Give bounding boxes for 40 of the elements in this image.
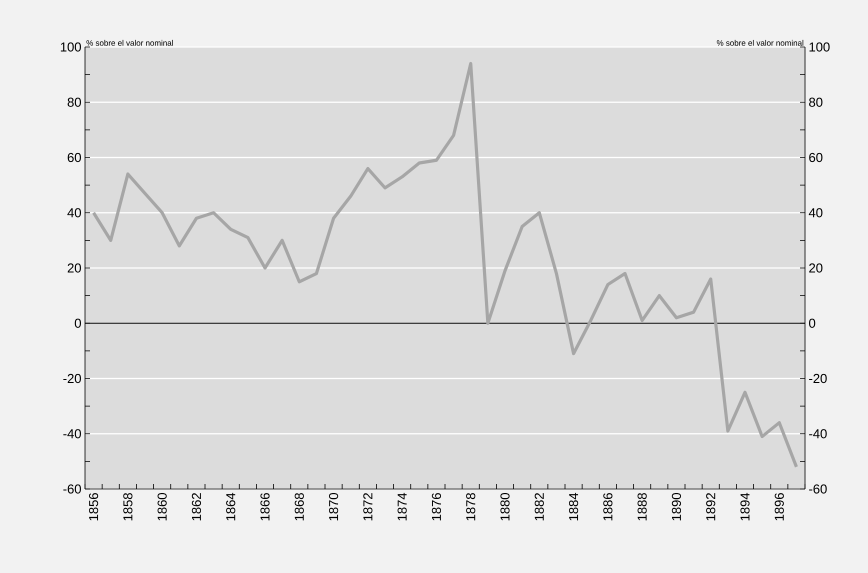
x-tick-label: 1878 [466,493,476,520]
x-tick-label: 1892 [706,493,716,520]
y-tick-label: 0 [74,318,81,328]
line-series [92,62,798,468]
y2-tick-label: 100 [810,42,830,52]
x-tick-label: 1866 [260,493,270,520]
x-tick-label: 1882 [534,493,544,520]
y2-tick-label: 60 [809,152,822,162]
x-tick-label: 1856 [88,493,98,520]
x-tick-label: 1896 [774,493,784,520]
y-tick-label: 80 [68,98,81,107]
x-tick-label: 1894 [740,492,750,520]
y-tick-label: -20 [63,374,81,384]
y2-tick-label: 40 [808,208,822,218]
x-tick-label: 1858 [123,493,132,520]
x-tick-label: 1874 [398,492,407,520]
y-tick-label: 60 [68,152,81,162]
y2-tick-label: 80 [809,98,822,107]
y-tick-label: -60 [63,484,81,494]
y-tick-label: 100 [60,42,81,52]
y-tick-label: 40 [67,208,81,218]
y-tick-label: -40 [63,429,81,438]
x-tick-label: 1872 [363,493,372,520]
x-tick-label: 1880 [500,493,510,520]
y2-tick-label: -20 [809,374,827,384]
x-tick-label: 1884 [568,492,578,520]
x-tick-label: 1862 [192,493,202,520]
x-tick-label: 1864 [226,492,236,520]
y-tick-label: 20 [68,263,81,273]
x-tick-label: 1888 [638,493,647,520]
y2-tick-label: 20 [809,263,822,273]
y2-tick-label: -40 [809,429,827,438]
x-tick-label: 1886 [603,493,612,520]
x-tick-label: 1890 [672,493,682,520]
y2-tick-label: -60 [809,484,827,494]
y2-tick-label: 0 [809,318,816,328]
x-tick-label: 1876 [432,493,442,520]
x-tick-label: 1868 [294,493,304,520]
x-tick-label: 1860 [158,493,167,520]
x-tick-label: 1870 [328,493,338,520]
